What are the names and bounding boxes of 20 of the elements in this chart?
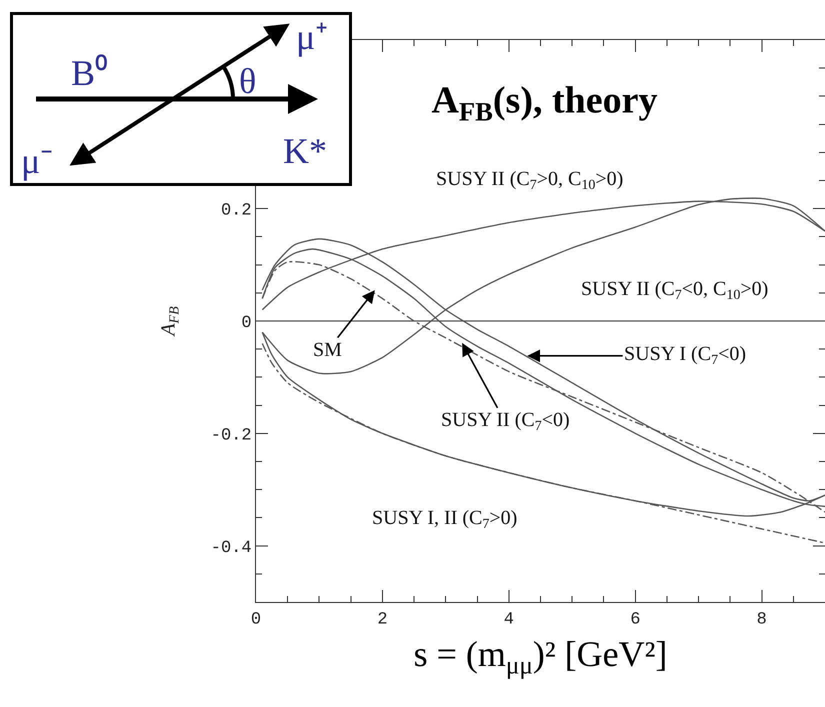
decay-diagram: μ⁺ B⁰ θ μ⁻ K*	[10, 12, 352, 186]
annotation: SUSY II (C$_{7}$<0, C$_{10}$>0)	[581, 278, 768, 304]
annotation: SUSY I, II (C$_{7}$>0)	[372, 507, 518, 532]
annotation: SM	[313, 339, 342, 361]
x-tick-label: 4	[504, 610, 514, 630]
x-tick-label: 6	[630, 610, 640, 630]
annotation: K*	[283, 131, 327, 171]
text: A$_{FB}$(s), theory	[431, 79, 658, 126]
x-tick-label: 2	[377, 610, 388, 630]
y-tick-label: -0.2	[210, 426, 252, 446]
annotation: SUSY I (C$_{7}$<0)	[624, 343, 746, 368]
annotation: θ	[239, 61, 256, 101]
y-tick-label: 0	[241, 314, 252, 333]
y-tick-label: -0.4	[210, 538, 252, 558]
x-tick-label: 8	[756, 610, 767, 630]
annotation: μ⁺	[296, 17, 328, 57]
annotation: SUSY II (C$_{7}$>0, C$_{10}$>0)	[436, 168, 624, 194]
annotation: SUSY II (C$_{7}$<0)	[441, 409, 570, 434]
y-tick-label: 0.2	[220, 202, 252, 221]
x-axis-title: s = (m$_{μμ}$)² [GeV²]	[414, 634, 668, 680]
